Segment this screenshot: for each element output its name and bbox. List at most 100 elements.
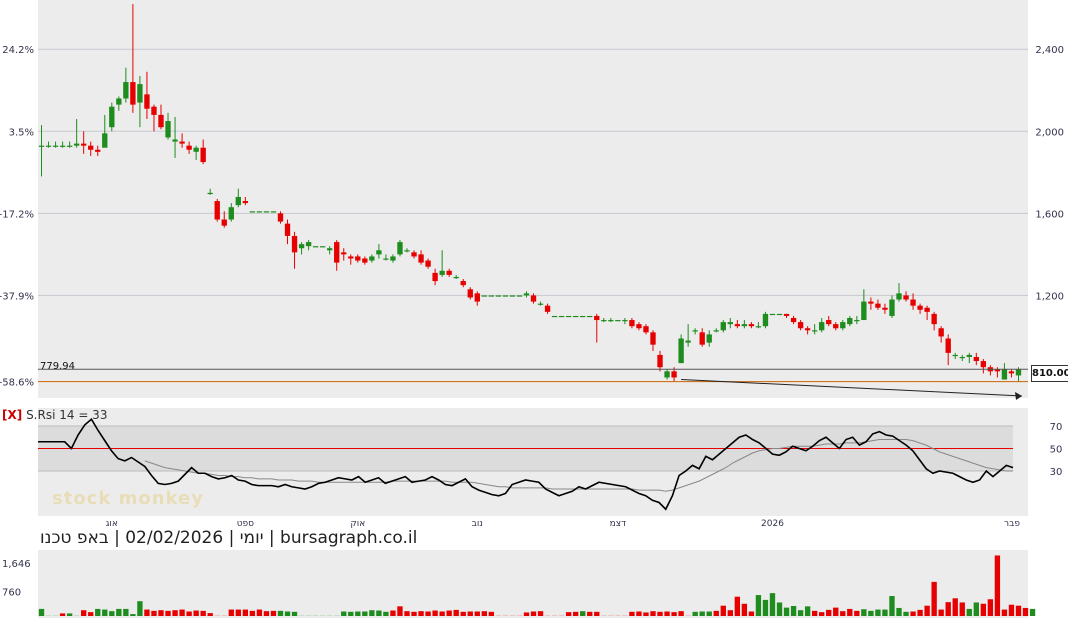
- candle-body: [172, 139, 178, 142]
- candle-body: [685, 340, 691, 343]
- volume-bar: [868, 610, 874, 616]
- candle-body: [833, 324, 839, 329]
- volume-bar: [446, 610, 452, 616]
- rsi-axis-tick-label: 30: [1050, 467, 1063, 478]
- candle-body: [741, 324, 748, 327]
- candle-body: [200, 147, 206, 163]
- volume-bar: [896, 607, 902, 616]
- trend-line-arrow: [1015, 391, 1022, 400]
- rsi-close-icon[interactable]: [X]: [2, 408, 23, 422]
- volume-bar: [671, 612, 677, 616]
- volume-bar: [924, 605, 930, 616]
- candle-body: [291, 235, 298, 253]
- candle-body: [959, 356, 965, 359]
- volume-bar: [474, 611, 480, 616]
- candle-body: [699, 332, 705, 345]
- volume-bar: [172, 610, 178, 616]
- candle-body: [861, 301, 867, 321]
- volume-bar: [826, 609, 832, 616]
- candle-body: [847, 317, 853, 325]
- candle-body: [727, 322, 733, 325]
- candle-body: [924, 307, 930, 312]
- volume-bar: [959, 602, 965, 616]
- volume-bar: [263, 611, 270, 616]
- volume-bar: [418, 611, 424, 616]
- volume-bar: [840, 611, 846, 616]
- candle-body: [45, 145, 52, 147]
- candle-body: [249, 211, 256, 213]
- volume-bar: [453, 609, 459, 616]
- candle-body: [594, 315, 600, 321]
- volume-bar: [130, 614, 136, 616]
- x-axis-month-label: 2026: [761, 519, 784, 529]
- candle-body: [938, 328, 944, 337]
- volume-bar: [847, 608, 853, 616]
- candle-body: [130, 82, 136, 105]
- candle-body: [73, 143, 80, 146]
- volume-bar: [903, 611, 909, 616]
- candle-body: [256, 211, 263, 213]
- volume-bar: [537, 611, 544, 616]
- volume-bar: [383, 611, 389, 616]
- candle-body: [692, 330, 698, 332]
- candle-body: [116, 98, 122, 105]
- candle-body: [453, 276, 459, 279]
- candle-body: [755, 326, 762, 328]
- volume-bar: [270, 610, 277, 616]
- volume-bar: [727, 610, 733, 616]
- candle-body: [151, 106, 157, 115]
- volume-bar: [980, 603, 987, 616]
- x-axis-month-label: ספט: [237, 519, 254, 529]
- volume-bar: [88, 612, 94, 616]
- candle-body: [467, 289, 473, 298]
- candle-body: [235, 196, 241, 206]
- candle-body: [474, 293, 480, 302]
- volume-bar: [565, 612, 572, 616]
- volume-bar: [861, 609, 867, 616]
- volume-bar: [973, 602, 979, 616]
- candle-body: [404, 250, 410, 252]
- candle-body: [1001, 369, 1008, 380]
- candle-body: [706, 334, 712, 343]
- candle-body: [643, 326, 649, 333]
- volume-bar: [249, 610, 256, 616]
- candle-body: [390, 256, 396, 261]
- volume-bar: [811, 610, 818, 616]
- volume-bar: [291, 611, 298, 616]
- candle-body: [671, 371, 677, 378]
- price-axis-tick-label: 2,400: [1035, 45, 1064, 56]
- rsi-indicator-title[interactable]: [X] S.Rsi 14 = 33: [2, 408, 107, 422]
- candle-body: [811, 330, 818, 332]
- candle-body: [495, 295, 502, 297]
- candle-body: [854, 320, 860, 322]
- volume-bar: [66, 613, 73, 616]
- volume-bar: [137, 601, 143, 616]
- candle-body: [81, 143, 87, 146]
- volume-bar: [804, 606, 811, 616]
- x-axis-month-label: אוק: [350, 519, 365, 529]
- volume-bar: [769, 593, 776, 616]
- volume-bar: [692, 611, 698, 616]
- candle-body: [418, 254, 424, 263]
- candle-body: [95, 149, 101, 152]
- watermark-logo: stock monkey: [52, 488, 204, 509]
- candle-body: [144, 94, 150, 109]
- candle-body: [179, 141, 185, 144]
- candle-body: [207, 192, 213, 195]
- volume-bar: [165, 610, 171, 616]
- volume-bar: [882, 609, 888, 616]
- rsi-title-text: S.Rsi 14 = 33: [26, 408, 108, 422]
- percent-axis-tick-label: -17.2%: [0, 209, 34, 220]
- candle-body: [903, 295, 909, 300]
- candle-body: [537, 303, 544, 305]
- volume-bar: [256, 609, 263, 616]
- volume-bar: [720, 605, 726, 616]
- candle-body: [123, 82, 129, 99]
- candle-body: [565, 315, 572, 318]
- candle-body: [678, 338, 684, 364]
- candle-body: [931, 313, 937, 325]
- candle-body: [193, 147, 199, 152]
- volume-bar: [228, 609, 234, 616]
- volume-bar: [59, 613, 66, 616]
- candle-body: [1015, 369, 1022, 376]
